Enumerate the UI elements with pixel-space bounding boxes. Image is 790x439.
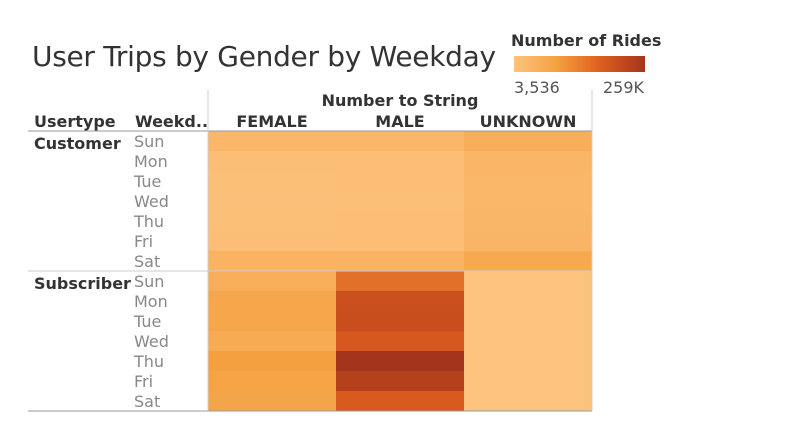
heatmap-cell <box>208 331 336 351</box>
weekday-label: Sun <box>134 132 164 151</box>
weekday-label: Thu <box>133 352 164 371</box>
heatmap-cell <box>336 351 464 371</box>
legend-min-label: 3,536 <box>514 78 560 97</box>
heatmap-cell <box>464 271 592 291</box>
heatmap-cell <box>464 251 592 271</box>
heatmap-cell <box>464 151 592 171</box>
weekday-label: Fri <box>134 372 153 391</box>
weekday-label: Sat <box>134 252 160 271</box>
heatmap-cell <box>464 351 592 371</box>
column-group-label: Number to String <box>322 91 479 110</box>
heatmap-cell <box>336 391 464 411</box>
heatmap-cell <box>336 171 464 191</box>
heatmap-cell <box>336 211 464 231</box>
heatmap-cell <box>208 171 336 191</box>
chart-title: User Trips by Gender by Weekday <box>32 40 496 73</box>
usertype-label: Subscriber <box>34 274 131 293</box>
heatmap-cell <box>336 291 464 311</box>
heatmap-cell <box>336 331 464 351</box>
heatmap-cell <box>336 231 464 251</box>
weekday-label: Mon <box>134 152 168 171</box>
weekday-label: Tue <box>133 172 161 191</box>
heatmap-cell <box>208 311 336 331</box>
heatmap-cell <box>336 251 464 271</box>
heatmap-cell <box>464 311 592 331</box>
heatmap-cell <box>336 131 464 151</box>
heatmap-cell <box>208 191 336 211</box>
heatmap-cell <box>208 211 336 231</box>
weekday-label: Wed <box>134 192 169 211</box>
heatmap-cell <box>464 391 592 411</box>
heatmap-cell <box>208 371 336 391</box>
heatmap-cell <box>464 171 592 191</box>
heatmap-cell <box>464 211 592 231</box>
heatmap-cell <box>464 331 592 351</box>
row-header-usertype: Usertype <box>34 112 116 131</box>
heatmap-cell <box>336 191 464 211</box>
heatmap-cell <box>208 131 336 151</box>
weekday-label: Thu <box>133 212 164 231</box>
weekday-label: Fri <box>134 232 153 251</box>
heatmap-cell <box>208 291 336 311</box>
heatmap-cell <box>336 371 464 391</box>
legend-color-ramp <box>514 56 645 72</box>
heatmap-cell <box>336 311 464 331</box>
weekday-label: Wed <box>134 332 169 351</box>
row-header-weekday: Weekd.. <box>135 112 208 131</box>
column-header-male: MALE <box>375 112 424 131</box>
legend-max-label: 259K <box>603 78 645 97</box>
heatmap-cell <box>464 191 592 211</box>
heatmap-cell <box>208 151 336 171</box>
column-header-female: FEMALE <box>236 112 307 131</box>
heatmap-cell <box>208 251 336 271</box>
heatmap-cell <box>336 271 464 291</box>
legend-title: Number of Rides <box>511 31 662 50</box>
weekday-label: Tue <box>133 312 161 331</box>
heatmap-cell <box>208 391 336 411</box>
weekday-label: Sun <box>134 272 164 291</box>
heatmap-cells <box>208 131 592 411</box>
heatmap-cell <box>464 371 592 391</box>
heatmap-cell <box>464 291 592 311</box>
weekday-label: Sat <box>134 392 160 411</box>
usertype-label: Customer <box>34 134 121 153</box>
column-header-unknown: UNKNOWN <box>480 112 577 131</box>
heatmap-cell <box>464 131 592 151</box>
heatmap-cell <box>208 231 336 251</box>
heatmap-cell <box>464 231 592 251</box>
heatmap-cell <box>336 151 464 171</box>
weekday-label: Mon <box>134 292 168 311</box>
heatmap-cell <box>208 351 336 371</box>
heatmap-cell <box>208 271 336 291</box>
grid-lines <box>28 90 593 412</box>
